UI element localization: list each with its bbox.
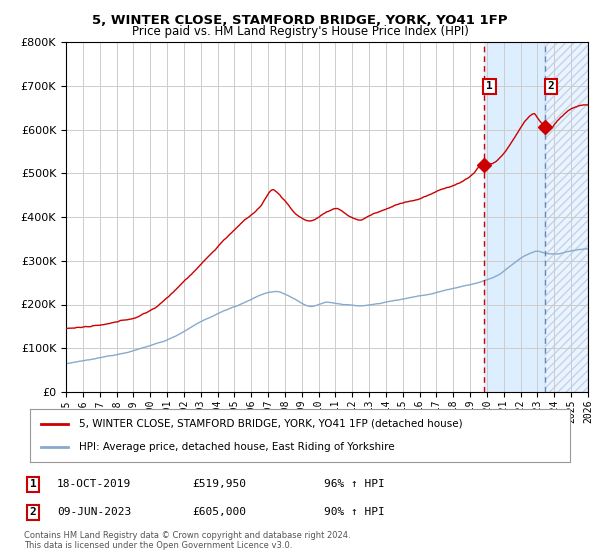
Bar [545, 42, 588, 392]
Text: HPI: Average price, detached house, East Riding of Yorkshire: HPI: Average price, detached house, East… [79, 442, 394, 452]
Text: £605,000: £605,000 [192, 507, 246, 517]
Text: Contains HM Land Registry data © Crown copyright and database right 2024.
This d: Contains HM Land Registry data © Crown c… [24, 531, 350, 550]
Text: 1: 1 [29, 479, 37, 489]
Text: 90% ↑ HPI: 90% ↑ HPI [324, 507, 385, 517]
Text: 18-OCT-2019: 18-OCT-2019 [57, 479, 131, 489]
Text: 2: 2 [29, 507, 37, 517]
Text: 5, WINTER CLOSE, STAMFORD BRIDGE, YORK, YO41 1FP (detached house): 5, WINTER CLOSE, STAMFORD BRIDGE, YORK, … [79, 419, 462, 429]
Text: 96% ↑ HPI: 96% ↑ HPI [324, 479, 385, 489]
Text: 09-JUN-2023: 09-JUN-2023 [57, 507, 131, 517]
Text: 5, WINTER CLOSE, STAMFORD BRIDGE, YORK, YO41 1FP: 5, WINTER CLOSE, STAMFORD BRIDGE, YORK, … [92, 14, 508, 27]
Text: Price paid vs. HM Land Registry's House Price Index (HPI): Price paid vs. HM Land Registry's House … [131, 25, 469, 38]
Bar [484, 42, 545, 392]
Text: 2: 2 [548, 81, 554, 91]
Text: 1: 1 [486, 81, 493, 91]
Text: £519,950: £519,950 [192, 479, 246, 489]
